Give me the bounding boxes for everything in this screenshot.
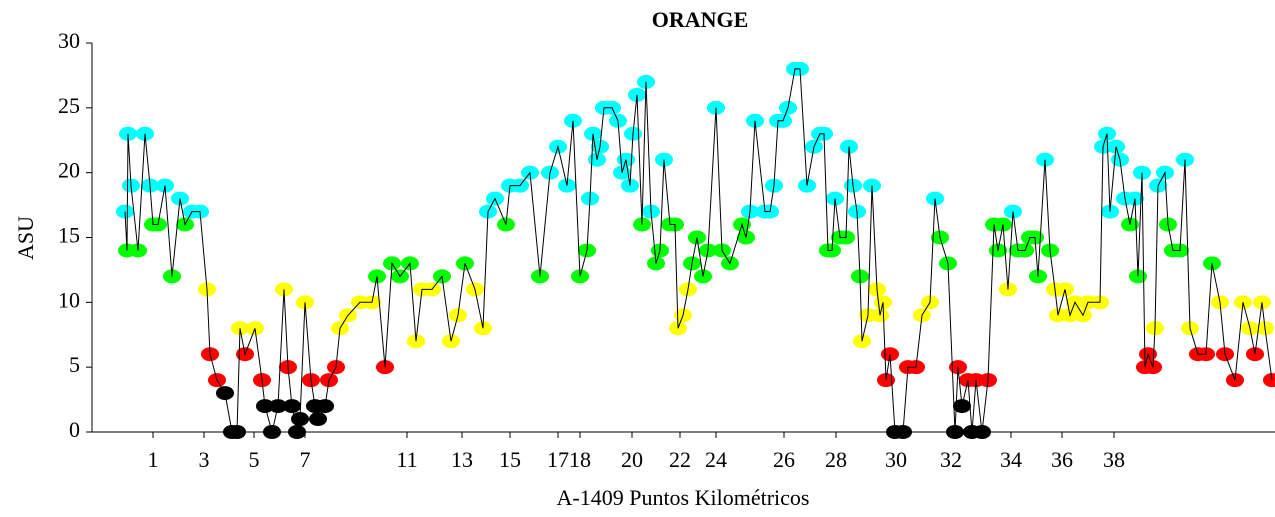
marker: [116, 204, 134, 219]
y-tick-label: 25: [58, 93, 80, 118]
x-tick-label: 17: [547, 447, 569, 472]
x-tick-label: 28: [825, 447, 847, 472]
marker: [119, 126, 137, 141]
y-tick-label: 15: [58, 223, 80, 248]
y-tick-label: 0: [69, 417, 80, 442]
x-tick-label: 20: [621, 447, 643, 472]
chart-title: ORANGE: [652, 7, 749, 32]
x-tick-label: 36: [1051, 447, 1073, 472]
x-tick-label: 1: [148, 447, 159, 472]
marker: [1263, 373, 1275, 388]
x-tick-label: 11: [396, 447, 417, 472]
marker: [633, 217, 651, 232]
y-tick-label: 30: [58, 28, 80, 53]
x-tick-label: 3: [199, 447, 210, 472]
x-tick-label: 7: [300, 447, 311, 472]
y-tick-label: 10: [58, 287, 80, 312]
x-tick-label: 5: [249, 447, 260, 472]
y-axis-label: ASU: [13, 216, 38, 260]
x-tick-label: 13: [451, 447, 473, 472]
data-line: [124, 68, 1273, 433]
x-tick-label: 30: [885, 447, 907, 472]
x-tick-label: 38: [1103, 447, 1125, 472]
x-tick-label: 34: [1000, 447, 1022, 472]
x-tick-label: 15: [499, 447, 521, 472]
marker: [1133, 165, 1151, 180]
x-tick-label: 32: [940, 447, 962, 472]
marker: [275, 282, 293, 297]
x-tick-label: 18: [569, 447, 591, 472]
x-tick-label: 26: [773, 447, 795, 472]
y-tick-label: 5: [69, 352, 80, 377]
x-tick-label: 24: [705, 447, 727, 472]
y-tick-label: 20: [58, 158, 80, 183]
x-tick-label: 22: [669, 447, 691, 472]
x-axis-label: A-1409 Puntos Kilométricos: [557, 485, 810, 510]
